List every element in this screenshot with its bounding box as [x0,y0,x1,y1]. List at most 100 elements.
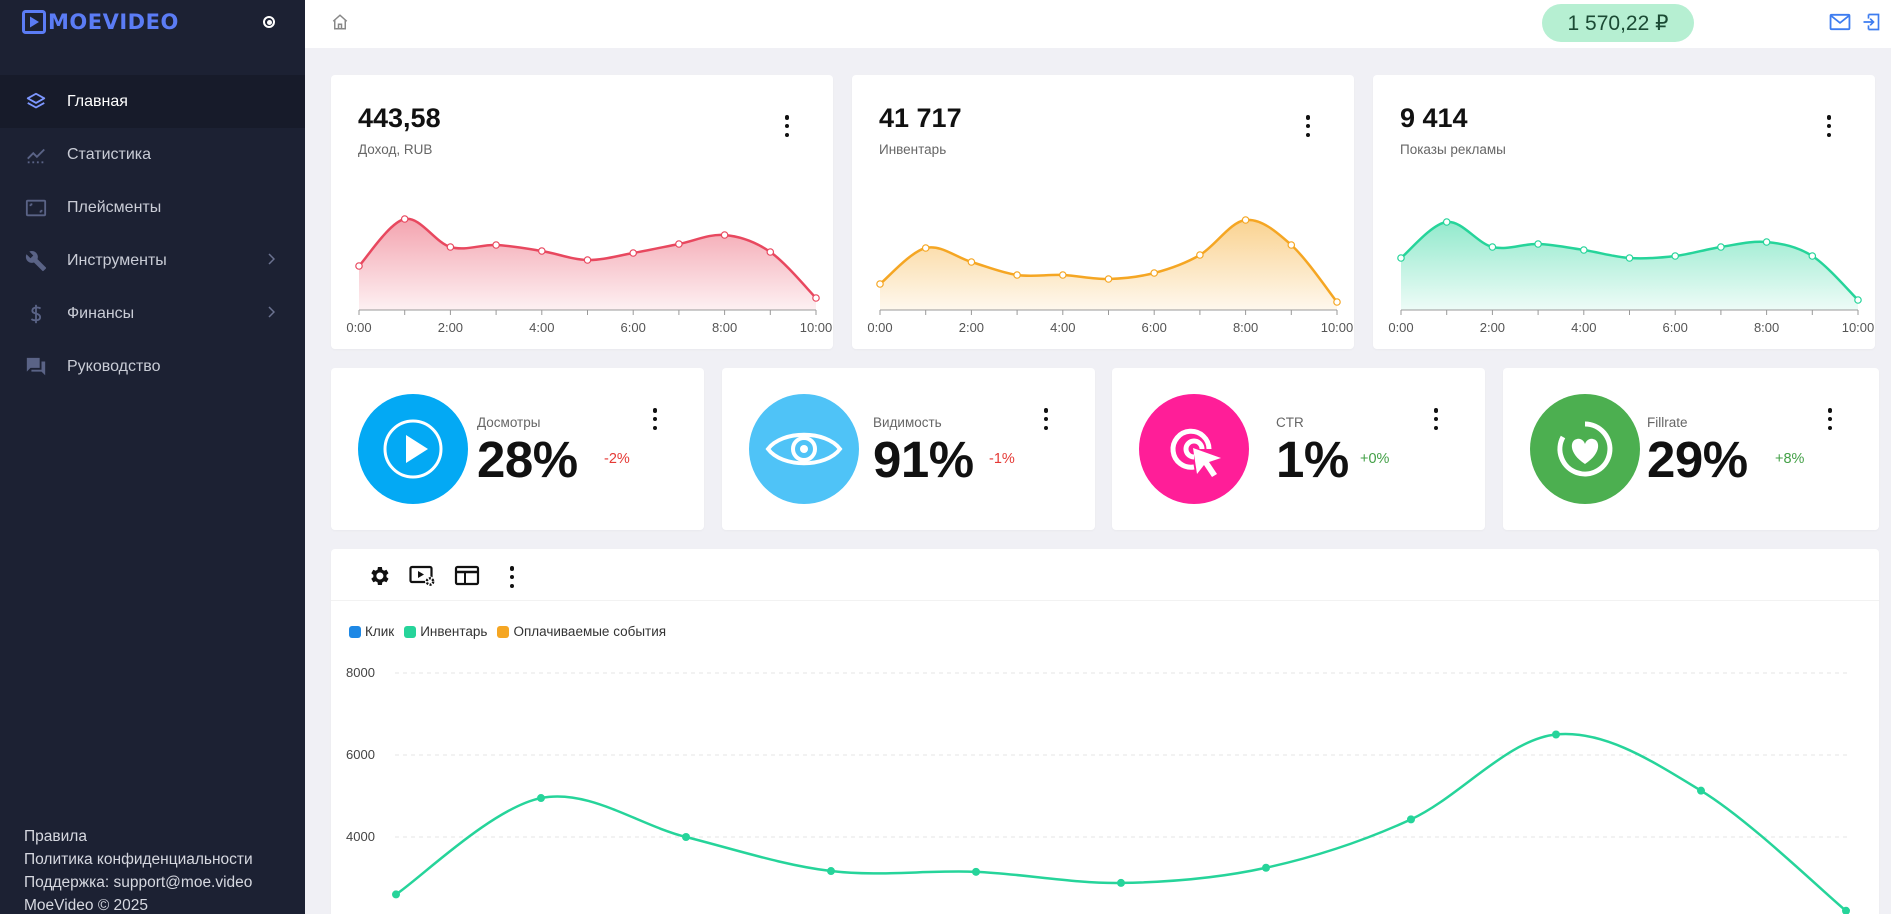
data-point [1854,296,1862,304]
more-menu-button[interactable] [652,408,658,430]
x-tick-label: 8:00 [1233,320,1258,335]
legend-item-click[interactable]: Клик [349,624,394,639]
legend-swatch [497,625,510,638]
sidebar-item-home[interactable]: Главная [0,75,305,128]
more-menu-button[interactable] [1043,408,1049,430]
x-tick-label: 8:00 [1754,320,1779,335]
x-tick-label: 4:00 [1571,320,1596,335]
data-point [1013,271,1021,279]
legend-item-paid-events[interactable]: Оплачиваемые события [497,624,666,639]
more-menu-button[interactable] [509,566,515,588]
logout-icon[interactable] [1861,12,1881,37]
video-settings-icon [409,565,435,587]
data-point [1580,246,1588,254]
settings-button[interactable] [365,562,393,590]
data-point [446,243,455,251]
chevron-right-icon [268,306,275,318]
more-menu-button[interactable] [1305,115,1311,137]
data-point [1117,878,1125,887]
more-menu-button[interactable] [784,115,790,137]
data-point [682,833,690,841]
kpi-delta: +8% [1775,451,1805,467]
area-fill [880,219,1337,310]
home-icon[interactable] [331,13,349,36]
data-point [1808,252,1817,260]
balance-badge[interactable]: 1 570,22 ₽ [1542,4,1694,42]
data-point [400,215,409,223]
more-menu-button[interactable] [1433,408,1439,430]
kpi-label: CTR [1276,415,1304,430]
logo[interactable]: MOEVIDEO [22,10,179,34]
layout-button[interactable] [453,562,481,590]
x-tick-label: 10:00 [1321,320,1354,335]
stat-card-income: 443,58 Доход, RUB 0:00 2:00 4:00 6:00 8:00 10… [331,75,833,349]
data-point [766,248,775,256]
play-icon [383,419,443,479]
data-point [1534,240,1542,248]
y-tick-label: 4000 [346,829,375,844]
mail-icon[interactable] [1829,13,1851,36]
layers-icon [24,90,48,114]
eye-icon [765,432,843,466]
support-email-link[interactable]: Поддержка: support@moe.video [24,874,253,891]
kpi-label: Fillrate [1647,415,1688,430]
stat-card-impressions: 9 414 Показы рекламы 0:00 2:00 4:00 6:00 8:0… [1373,75,1875,349]
gear-icon [371,567,389,585]
kpi-value: 1% [1276,431,1349,488]
sidebar-item-guide[interactable]: Руководство [0,340,305,393]
data-point [1442,218,1451,226]
data-point [967,258,976,266]
privacy-policy-link[interactable]: Политика конфиденциальности [24,851,253,868]
target-click-icon [1170,428,1221,477]
data-point [537,794,545,803]
dollar-icon [24,302,48,326]
x-tick-label: 2:00 [438,320,463,335]
video-settings-button[interactable] [409,562,437,590]
sidebar-item-label: Статистика [67,145,152,163]
kpi-value: 28% [477,431,578,488]
web-layout-icon [454,565,480,586]
rules-link[interactable]: Правила [24,828,87,845]
data-point [1104,275,1113,283]
stat-label: Показы рекламы [1400,142,1506,157]
data-point [1059,271,1067,279]
legend-swatch [349,625,361,638]
x-tick-label: 2:00 [959,320,984,335]
chart-toolbar [331,549,1879,601]
income-area-chart: 0:00 2:00 4:00 6:00 8:00 10:00 [346,215,832,335]
data-point [1625,254,1634,262]
sidebar-item-statistics[interactable]: Статистика [0,128,305,181]
data-point [1552,730,1560,739]
area-fill [359,218,816,310]
kpi-card-visibility: Видимость 91% -1% [722,368,1095,530]
kpi-card-viewability-complete: Досмотры 28% -2% [331,368,704,530]
data-point [972,867,980,876]
x-tick-label: 0:00 [1388,320,1413,335]
data-point [1333,298,1341,306]
x-tick-label: 8:00 [712,320,737,335]
kpi-card-ctr: CTR 1% +0% [1112,368,1485,530]
sidebar-item-placements[interactable]: Плейсменты [0,181,305,234]
data-point [812,294,820,302]
brand-name: MOEVIDEO [48,10,179,34]
data-point [827,867,835,876]
wrench-icon [24,249,48,273]
data-point [583,256,592,264]
topbar: 1 570,22 ₽ [305,0,1891,48]
stat-value: 41 717 [879,103,962,133]
sidebar-item-tools[interactable]: Инструменты [0,234,305,287]
kpi-value: 91% [873,431,974,488]
kpi-delta: -2% [604,451,630,467]
more-menu-button[interactable] [1827,408,1833,430]
data-point [675,240,683,248]
sidebar-item-finance[interactable]: Финансы [0,287,305,340]
data-point [1488,243,1497,251]
stat-value: 9 414 [1400,103,1468,133]
x-tick-label: 10:00 [1842,320,1875,335]
legend-item-inventory[interactable]: Инвентарь [404,624,487,639]
more-menu-button[interactable] [1826,115,1832,137]
data-point [1762,238,1771,246]
chart-legend: Клик Инвентарь Оплачиваемые события [349,624,666,639]
sidebar-toggle-button[interactable] [263,16,275,28]
copyright: MoeVideo © 2025 [24,897,149,914]
